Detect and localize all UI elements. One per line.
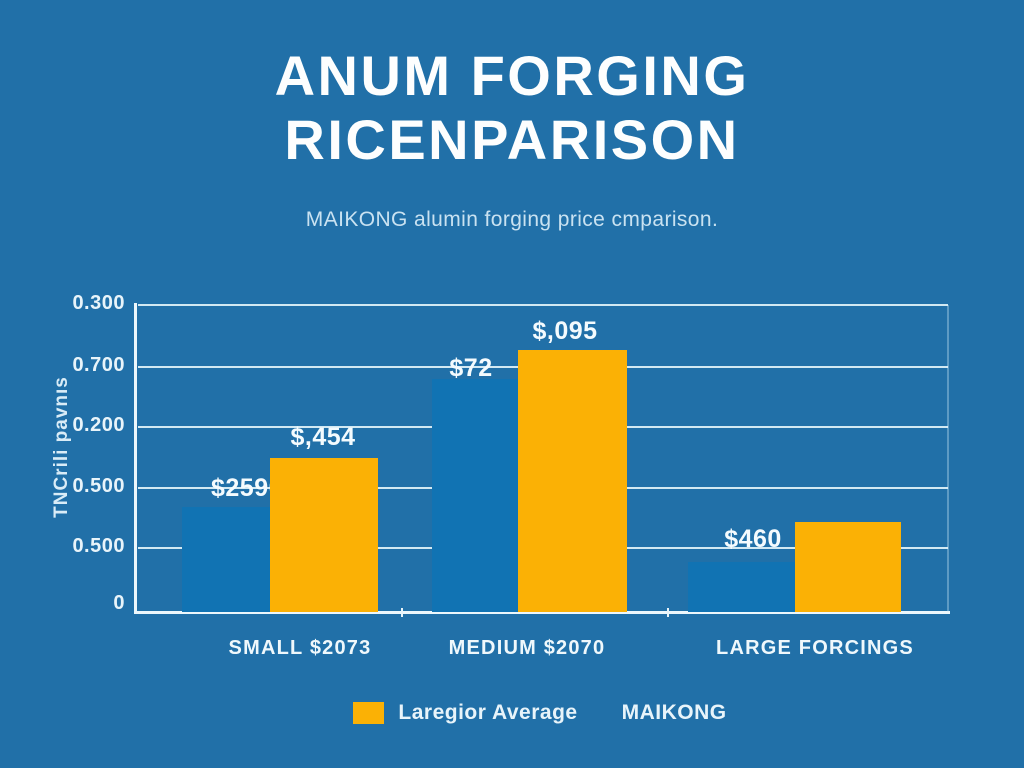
chart-legend: Laregior Average MAIKONG	[0, 701, 1024, 725]
y-axis-title: TNCrili pavnıs	[51, 376, 72, 518]
bar-value-label: $72	[449, 354, 493, 382]
chart-subtitle: MAIKONG alumin forging price cmparison.	[305, 208, 719, 231]
y-axis-line	[134, 303, 137, 614]
x-axis-tick	[401, 608, 403, 617]
gridline	[138, 304, 948, 306]
bar-laregior-average-2	[518, 350, 627, 612]
plot-right-border	[947, 305, 949, 612]
bar-value-label: $460	[724, 525, 782, 553]
bar-maikong-3	[688, 562, 795, 612]
y-tick-label: 0.200	[72, 414, 125, 436]
y-tick-label: 0.500	[72, 475, 125, 497]
bar-laregior-average-1	[270, 458, 378, 612]
chart-title-line-1: ANUM FORGING	[274, 44, 750, 107]
y-tick-label: 0.700	[72, 354, 125, 376]
bar-value-label: $,095	[532, 317, 598, 345]
bar-maikong-1	[182, 507, 270, 612]
bar-maikong-2	[432, 379, 518, 612]
y-tick-label: 0.500	[72, 535, 125, 557]
x-category-label: MEDIUM $2070	[448, 637, 606, 659]
x-axis-line	[134, 611, 950, 614]
legend-swatch-yellow	[353, 702, 385, 724]
y-tick-label: 0	[113, 592, 125, 614]
bar-value-label: $,454	[290, 423, 356, 451]
chart-title: ANUM FORGING RICENPARISON	[0, 44, 1024, 172]
x-category-label: SMALL $2073	[228, 637, 372, 659]
y-tick-label: 0.300	[72, 292, 125, 314]
legend-label-average: Laregior Average	[398, 701, 578, 724]
bar-laregior-average-3	[795, 522, 901, 612]
chart-title-line-2: RICENPARISON	[284, 108, 740, 171]
x-axis-tick	[667, 608, 669, 617]
legend-label-maikong: MAIKONG	[621, 701, 727, 724]
x-category-label: LARGE FORCINGS	[716, 637, 914, 659]
